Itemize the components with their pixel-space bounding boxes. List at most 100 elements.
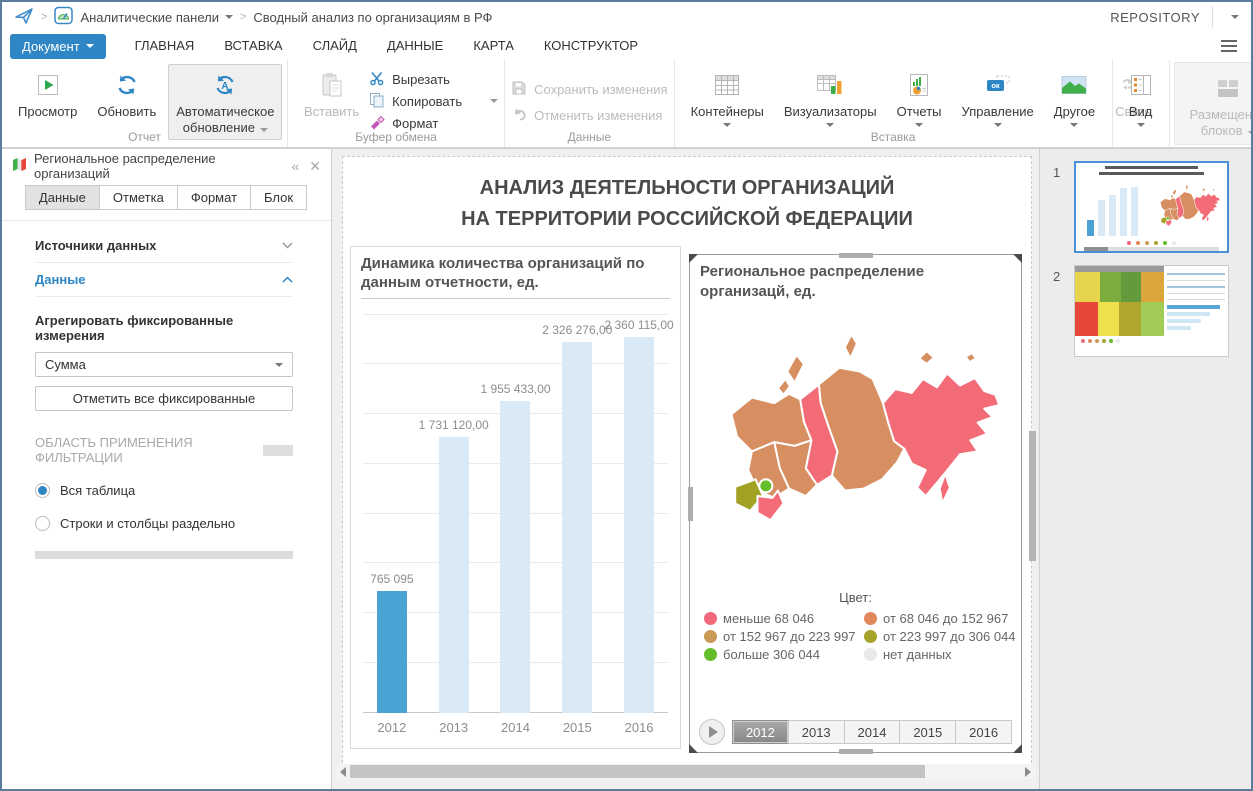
caret-down-icon xyxy=(1136,122,1145,127)
selection-handle[interactable] xyxy=(1013,744,1022,753)
panel-tabs: Данные Отметка Формат Блок xyxy=(2,183,331,221)
x-tick-label: 2016 xyxy=(624,719,654,735)
tab-ДАННЫЕ[interactable]: ДАННЫЕ xyxy=(386,38,444,53)
divider xyxy=(1212,6,1213,28)
dashboard-page[interactable]: АНАЛИЗ ДЕЯТЕЛЬНОСТИ ОРГАНИЗАЦИЙ НА ТЕРРИ… xyxy=(342,156,1032,768)
bar-2014[interactable] xyxy=(500,401,531,713)
play-button[interactable] xyxy=(699,719,725,745)
scroll-left-icon[interactable] xyxy=(340,766,346,777)
year-button-2016[interactable]: 2016 xyxy=(955,720,1012,744)
paper-plane-icon[interactable] xyxy=(14,6,34,29)
save-changes-button[interactable]: Сохранить изменения xyxy=(511,76,668,102)
slide-thumbnail-2[interactable] xyxy=(1074,265,1229,357)
legend-label: от 223 997 до 306 044 xyxy=(883,629,1016,644)
preview-button[interactable]: Просмотр xyxy=(10,64,85,125)
year-button-2012[interactable]: 2012 xyxy=(732,720,789,744)
document-menu-button[interactable]: Документ xyxy=(10,33,106,59)
panel-tab-Формат[interactable]: Формат xyxy=(176,185,252,210)
selection-handle[interactable] xyxy=(1013,254,1022,263)
refresh-button[interactable]: Обновить xyxy=(89,64,164,125)
bar-2015[interactable] xyxy=(562,342,593,713)
management-button[interactable]: ок Управление xyxy=(954,64,1042,132)
format-button[interactable]: Формат xyxy=(369,112,498,134)
repository-caret-icon[interactable] xyxy=(1231,15,1239,19)
other-button[interactable]: Другое xyxy=(1046,64,1103,132)
copy-button[interactable]: Копировать xyxy=(369,90,499,112)
thumb-title-line xyxy=(1104,166,1199,169)
panel-tab-Данные[interactable]: Данные xyxy=(24,185,100,210)
data-section-label: Данные xyxy=(35,272,86,287)
paste-button[interactable]: Вставить xyxy=(296,64,367,125)
horizontal-scrollbar[interactable] xyxy=(336,764,1035,779)
map-title: Региональное распределение организацй, е… xyxy=(700,263,925,300)
menu-overflow-icon[interactable] xyxy=(1221,37,1237,55)
visualizers-icon xyxy=(816,69,844,101)
slide1-mini-bars xyxy=(1076,178,1148,236)
bar-chart-block[interactable]: Динамика количества организаций по данны… xyxy=(350,246,681,749)
tab-ВСТАВКА[interactable]: ВСТАВКА xyxy=(224,38,283,53)
selection-handle[interactable] xyxy=(689,254,698,263)
year-button-2014[interactable]: 2014 xyxy=(843,720,901,744)
bar-column-2016[interactable]: 2 360 115,00 2016 xyxy=(604,301,673,737)
breadcrumb-section[interactable]: Аналитические панели xyxy=(80,9,219,25)
reports-button[interactable]: Отчеты xyxy=(889,64,950,132)
bar-column-2015[interactable]: 2 326 276,00 2015 xyxy=(542,301,612,737)
dashboard-canvas: АНАЛИЗ ДЕЯТЕЛЬНОСТИ ОРГАНИЗАЦИЙ НА ТЕРРИ… xyxy=(332,148,1039,789)
selection-handle[interactable] xyxy=(688,486,693,521)
undo-changes-button[interactable]: Отменить изменения xyxy=(511,102,668,128)
radio-whole-table[interactable]: Вся таблица xyxy=(35,483,293,498)
repository-menu[interactable]: REPOSITORY xyxy=(1110,6,1239,28)
tab-СЛАЙД[interactable]: СЛАЙД xyxy=(312,38,357,53)
repository-label: REPOSITORY xyxy=(1110,9,1200,25)
report-doc-icon xyxy=(908,69,930,101)
cut-button[interactable]: Вырезать xyxy=(369,68,498,90)
horizontal-scrollbar-thumb[interactable] xyxy=(350,765,925,778)
view-button[interactable]: Вид xyxy=(1121,64,1161,132)
tab-ГЛАВНАЯ[interactable]: ГЛАВНАЯ xyxy=(119,32,210,60)
panel-tab-Блок[interactable]: Блок xyxy=(250,185,308,210)
layout-blocks-button[interactable]: Размещение блоков xyxy=(1183,67,1251,143)
panel-tab-Отметка[interactable]: Отметка xyxy=(98,185,178,210)
visualizers-button[interactable]: Визуализаторы xyxy=(776,64,885,132)
vertical-scrollbar-thumb[interactable] xyxy=(1029,431,1036,561)
bar-2013[interactable] xyxy=(438,436,469,713)
auto-refresh-label-2: обновление xyxy=(183,120,268,136)
tab-КАРТА[interactable]: КАРТА xyxy=(473,38,514,53)
map-block[interactable]: Региональное распределение организацй, е… xyxy=(688,253,1022,754)
dashboard-icon[interactable] xyxy=(54,6,74,28)
close-icon[interactable]: ✕ xyxy=(309,157,321,174)
russia-map[interactable] xyxy=(690,303,1021,588)
tab-КОНСТРУКТОР[interactable]: КОНСТРУКТОР xyxy=(543,38,639,53)
slide-thumbnail-1[interactable] xyxy=(1074,161,1229,253)
radio-icon xyxy=(35,516,50,531)
containers-button[interactable]: Контейнеры xyxy=(683,64,772,132)
section-data[interactable]: Данные xyxy=(35,263,293,297)
x-tick-label: 2012 xyxy=(377,719,407,735)
bar-column-2013[interactable]: 1 731 120,00 2013 xyxy=(419,301,489,737)
ribbon-group-clipboard: Вставить Вырезать Копировать xyxy=(288,60,506,147)
bar-2012[interactable] xyxy=(376,590,407,713)
mark-all-fixed-button[interactable]: Отметить все фиксированные xyxy=(35,386,293,411)
caret-down-icon[interactable] xyxy=(490,99,499,103)
selection-handle[interactable] xyxy=(838,253,873,258)
legend-item: от 68 046 до 152 967 xyxy=(864,611,1021,626)
breadcrumb-document[interactable]: Сводный анализ по организациям в РФ xyxy=(253,9,493,25)
breadcrumb-separator-2: > xyxy=(239,11,247,23)
section-data-sources[interactable]: Источники данных xyxy=(35,229,293,263)
auto-refresh-button[interactable]: A Автоматическое обновление xyxy=(168,64,283,141)
bar-2016[interactable] xyxy=(624,336,655,713)
divider xyxy=(361,297,670,299)
selection-handle[interactable] xyxy=(838,749,873,754)
legend-label: нет данных xyxy=(883,647,952,662)
breadcrumb-caret-icon[interactable] xyxy=(224,15,233,19)
radio-rows-columns[interactable]: Строки и столбцы раздельно xyxy=(35,516,293,531)
collapse-icon[interactable]: « xyxy=(291,157,300,174)
bar-column-2014[interactable]: 1 955 433,00 2014 xyxy=(480,301,550,737)
panel-scrollbar[interactable] xyxy=(35,551,293,559)
scroll-right-icon[interactable] xyxy=(1025,766,1031,777)
year-button-2015[interactable]: 2015 xyxy=(899,720,957,744)
selection-handle[interactable] xyxy=(689,744,698,753)
year-button-2013[interactable]: 2013 xyxy=(787,720,845,744)
bar-column-2012[interactable]: 765 095 2012 xyxy=(361,301,423,737)
aggregate-select[interactable]: Сумма xyxy=(35,352,293,377)
